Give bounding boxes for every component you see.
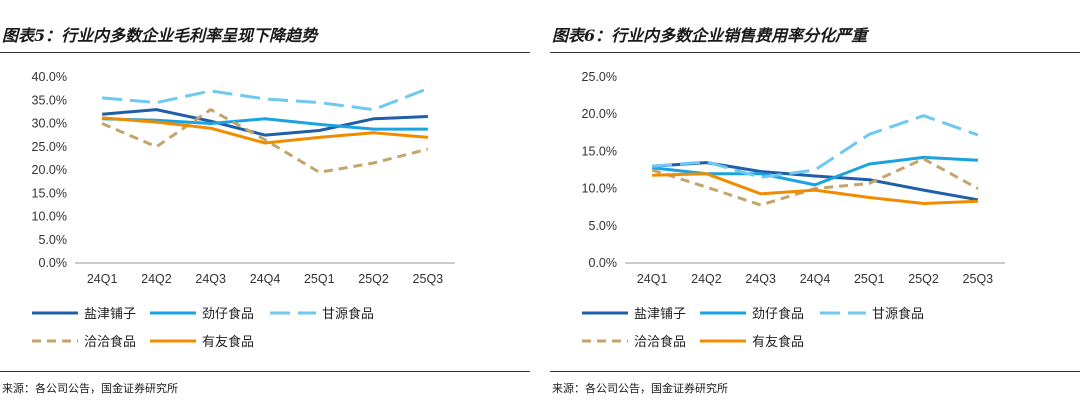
legend-label-1: 劲仔食品: [752, 306, 804, 322]
y-tick-label: 25.0%: [32, 140, 67, 154]
legend-label-4: 有友食品: [752, 334, 804, 350]
series-line-0: [651, 161, 979, 202]
x-tick-label: 25Q3: [963, 272, 994, 286]
y-tick-label: 0.0%: [589, 256, 618, 270]
y-tick-label: 30.0%: [32, 117, 67, 131]
y-tick-label: 5.0%: [39, 233, 68, 247]
legend-label-3: 洽洽食品: [84, 334, 136, 350]
source-note: 来源：各公司公告，国金证券研究所: [552, 382, 728, 395]
y-tick-label: 20.0%: [582, 107, 617, 121]
legend-label-4: 有友食品: [202, 334, 254, 350]
x-tick-label: 24Q2: [141, 272, 172, 286]
legend-label-0: 盐津铺子: [84, 307, 136, 322]
series-line-0: [101, 108, 428, 137]
source-note: 来源：各公司公告，国金证券研究所: [2, 382, 178, 395]
chart-panel-gross-margin: 图表5：行业内多数企业毛利率呈现下降趋势 0.0% 5.0% 10.0% 15.0% 2…: [0, 0, 530, 406]
legend-label-2: 甘源食品: [322, 306, 374, 322]
chart-title: 图表5：行业内多数企业毛利率呈现下降趋势: [2, 26, 318, 45]
x-tick-label: 24Q2: [691, 272, 722, 286]
series-line-3: [651, 157, 979, 207]
y-tick-label: 25.0%: [582, 70, 617, 84]
x-tick-label: 25Q1: [304, 272, 335, 286]
sales-expense-line-chart: 0.0% 5.0% 10.0% 15.0% 20.0% 25.0% 24Q1 24Q2 24Q3…: [582, 70, 1005, 350]
x-tick-label: 25Q2: [358, 272, 389, 286]
x-tick-label: 24Q1: [87, 272, 118, 286]
series-line-4: [652, 172, 978, 205]
y-tick-label: 0.0%: [39, 256, 68, 270]
x-tick-label: 25Q2: [908, 272, 939, 286]
series-line-4: [101, 116, 429, 145]
source-divider: [550, 371, 1080, 372]
y-tick-label: 40.0%: [32, 70, 67, 84]
x-tick-label: 24Q3: [195, 272, 226, 286]
legend-label-2: 甘源食品: [872, 306, 924, 322]
gross-margin-line-chart: 0.0% 5.0% 10.0% 15.0% 20.0% 25.0% 30.0% 35.0% 40…: [32, 70, 455, 350]
x-tick-label: 24Q1: [637, 272, 668, 286]
x-tick-label: 24Q4: [800, 272, 831, 286]
y-tick-label: 15.0%: [582, 144, 617, 158]
series-line-1: [102, 117, 428, 131]
legend-label-1: 劲仔食品: [202, 306, 254, 322]
x-tick-label: 25Q3: [413, 272, 444, 286]
legend-label-0: 盐津铺子: [634, 307, 686, 322]
series-line-2: [651, 114, 979, 179]
x-tick-label: 25Q1: [854, 272, 885, 286]
x-tick-label: 24Q4: [250, 272, 281, 286]
y-tick-label: 10.0%: [582, 182, 617, 196]
title-divider: [550, 52, 1080, 53]
y-tick-label: 5.0%: [589, 219, 618, 233]
source-divider: [0, 371, 530, 372]
chart-title: 图表6：行业内多数企业销售费用率分化严重: [552, 26, 868, 45]
y-tick-label: 35.0%: [32, 93, 67, 107]
chart-panel-sales-expense: 图表6：行业内多数企业销售费用率分化严重 0.0% 5.0% 10.0% 15.0% 2…: [550, 0, 1080, 406]
series-line-2: [101, 87, 429, 112]
legend-label-3: 洽洽食品: [634, 334, 686, 350]
y-tick-label: 20.0%: [32, 163, 67, 177]
y-tick-label: 15.0%: [32, 186, 67, 200]
series-line-3: [101, 108, 429, 174]
y-tick-label: 10.0%: [32, 210, 67, 224]
x-tick-label: 24Q3: [745, 272, 776, 286]
title-divider: [0, 52, 530, 53]
